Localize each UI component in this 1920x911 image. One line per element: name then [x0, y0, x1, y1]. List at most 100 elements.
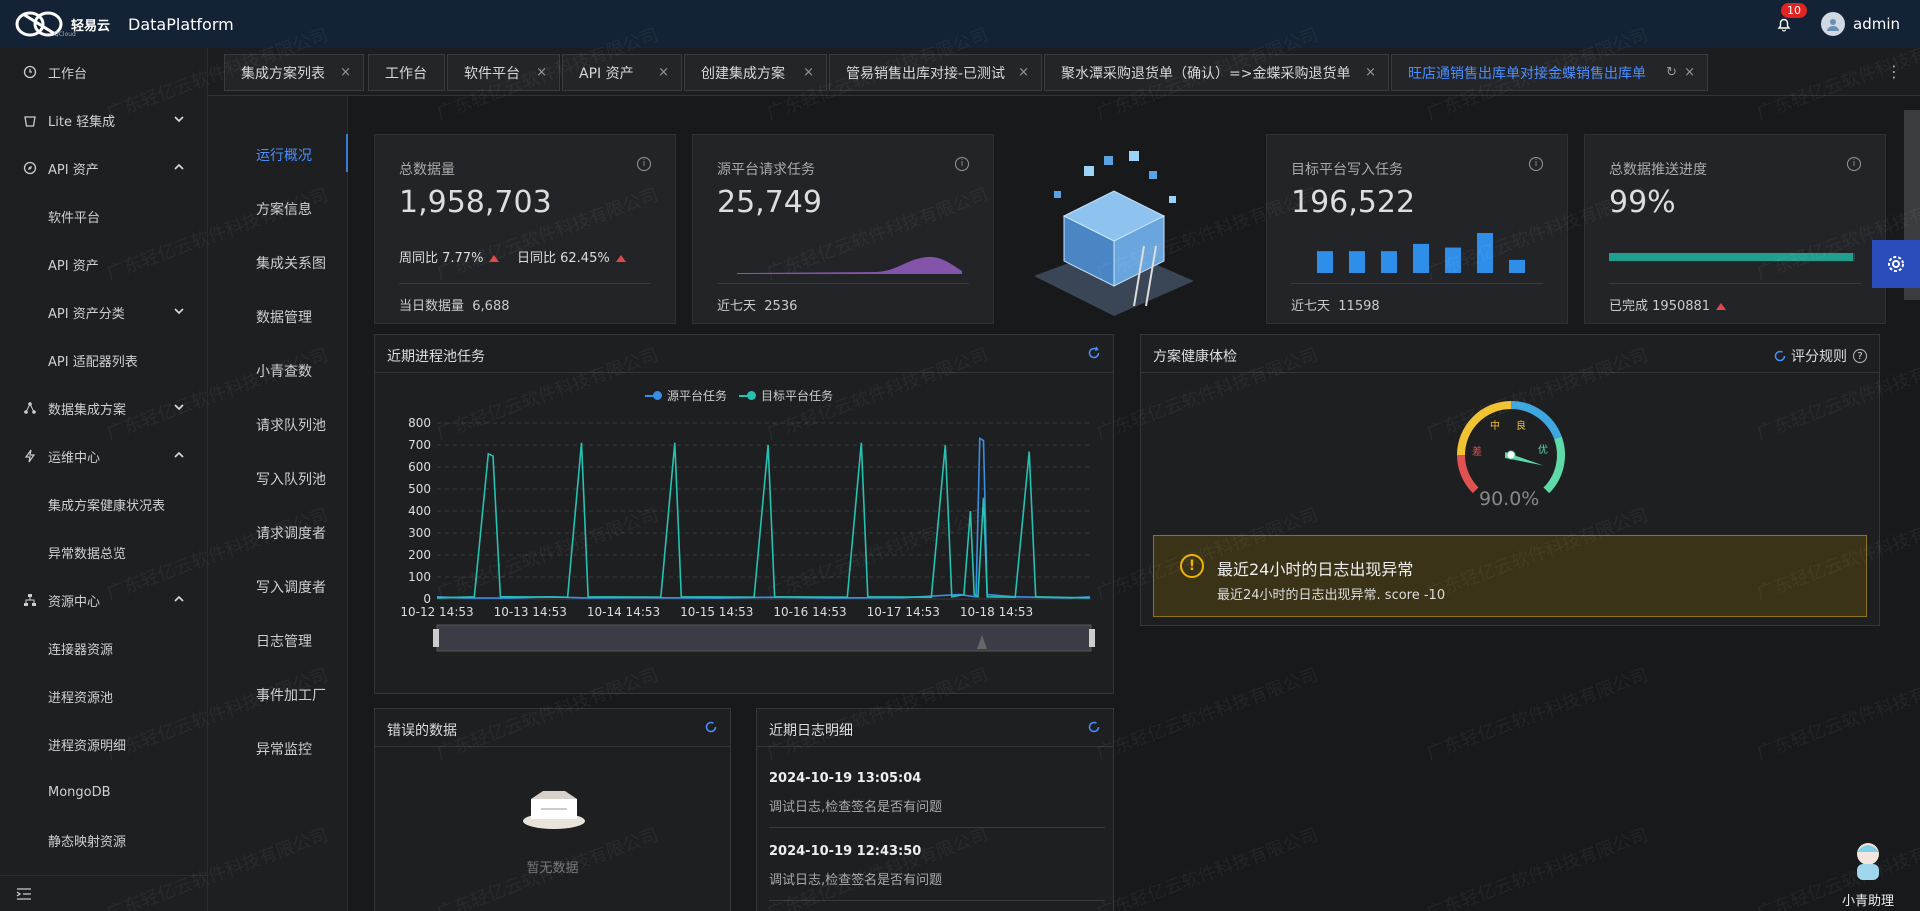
log-entry[interactable]: 2024-10-19 12:43:50 调试日志,检查签名是否有问题 [769, 844, 1105, 901]
sub-nav-item[interactable]: 方案信息 [256, 202, 312, 218]
gear-icon [1888, 256, 1904, 272]
sub-nav-item[interactable]: 异常监控 [256, 742, 312, 758]
sidebar-item-label: API 适配器列表 [48, 354, 138, 370]
score-rule-link[interactable]: 评分规则 ? [1773, 346, 1867, 366]
reload-icon[interactable]: ↻ [1666, 65, 1677, 80]
sub-nav-item[interactable]: 写入队列池 [256, 472, 326, 488]
divider [1609, 283, 1861, 284]
close-icon[interactable]: × [1684, 65, 1695, 80]
username[interactable]: admin [1853, 15, 1900, 33]
avatar[interactable] [1821, 12, 1845, 36]
refresh-icon[interactable] [704, 720, 718, 734]
sidebar-item-label: 数据集成方案 [48, 402, 127, 418]
sub-nav-item[interactable]: 集成关系图 [256, 256, 326, 272]
chevron-down-icon[interactable] [174, 401, 184, 416]
close-icon[interactable]: × [536, 65, 547, 80]
sub-nav-item[interactable]: 日志管理 [256, 634, 312, 650]
today-value: 6,688 [472, 299, 510, 314]
sub-nav-item[interactable]: 运行概况 [256, 148, 312, 164]
refresh-icon[interactable] [1773, 349, 1787, 363]
chevron-up-icon[interactable] [174, 161, 184, 176]
sidebar-item[interactable]: 资源中心 [0, 576, 207, 624]
chevron-down-icon[interactable] [174, 113, 184, 128]
tab[interactable]: 创建集成方案 × [684, 54, 827, 91]
zoom-handle-right[interactable] [1089, 629, 1095, 647]
collapse-sidebar-button[interactable] [0, 875, 208, 911]
close-icon[interactable]: × [340, 65, 351, 80]
tab-label: 工作台 [385, 65, 427, 82]
refresh-icon[interactable] [1087, 720, 1101, 734]
refresh-icon[interactable] [1087, 346, 1101, 360]
sidebar-item[interactable]: 连接器资源 [0, 624, 207, 672]
sidebar-item[interactable]: 软件平台 [0, 192, 207, 240]
info-icon[interactable]: i [955, 157, 969, 171]
close-icon[interactable]: × [803, 65, 814, 80]
sidebar-item[interactable]: 运维中心 [0, 432, 207, 480]
y-tick-label: 300 [408, 526, 431, 540]
week-total: 近七天 2536 [717, 295, 797, 314]
close-icon[interactable]: × [1365, 65, 1376, 80]
chevron-down-icon[interactable] [174, 305, 184, 320]
info-icon[interactable]: i [1529, 157, 1543, 171]
stat-value: 1,958,703 [399, 185, 552, 220]
panel-header [757, 709, 1113, 747]
sidebar-item[interactable]: 集成方案健康状况表 [0, 480, 207, 528]
sidebar-item[interactable]: 数据集成方案 [0, 384, 207, 432]
settings-button[interactable] [1872, 240, 1920, 288]
sidebar-item[interactable]: 静态映射资源 [0, 816, 207, 864]
tab[interactable]: 工作台 [368, 54, 445, 91]
data-zoom-slider[interactable] [436, 624, 1092, 652]
divider [1291, 283, 1543, 284]
sidebar-item[interactable]: 异常数据总览 [0, 528, 207, 576]
sub-nav-item[interactable]: 请求调度者 [256, 526, 326, 542]
tab[interactable]: 聚水潭采购退货单（确认）=>金蝶采购退货单 × [1044, 54, 1389, 91]
sub-nav-item[interactable]: 事件加工厂 [256, 688, 326, 704]
tab[interactable]: API 资产 × [562, 54, 682, 91]
sub-nav-item[interactable]: 写入调度者 [256, 580, 326, 596]
zoom-handle-left[interactable] [433, 629, 439, 647]
chevron-up-icon[interactable] [174, 449, 184, 464]
logo[interactable]: 轻易云 [15, 9, 110, 39]
info-icon[interactable]: i [637, 157, 651, 171]
notification-button[interactable]: 10 [1769, 3, 1807, 39]
sidebar-item[interactable]: 进程资源池 [0, 672, 207, 720]
sidebar-item[interactable]: 进程资源明细 [0, 720, 207, 768]
chevron-up-icon[interactable] [174, 593, 184, 608]
sub-nav-item[interactable]: 请求队列池 [256, 418, 326, 434]
sub-nav-item[interactable]: 小青查数 [256, 364, 312, 380]
sidebar-item[interactable]: API 适配器列表 [0, 336, 207, 384]
assistant-widget[interactable]: 小青助理 [1826, 836, 1910, 909]
sidebar-item[interactable]: API 资产 [0, 144, 207, 192]
log-time: 2024-10-19 12:43:50 [769, 844, 922, 859]
gauge-segment [1510, 401, 1562, 440]
sub-nav-item[interactable]: 数据管理 [256, 310, 312, 326]
done-total: 已完成 1950881 [1609, 295, 1727, 314]
close-icon[interactable]: × [1018, 65, 1029, 80]
sidebar-item[interactable]: 工作台 [0, 48, 207, 96]
help-icon[interactable]: ? [1853, 349, 1867, 363]
top-bar: 轻易云 QCloud DataPlatform 10 admin [0, 0, 1920, 48]
today-volume: 当日数据量 6,688 [399, 295, 510, 314]
tab[interactable]: 软件平台 × [447, 54, 560, 91]
legend-item[interactable]: 源平台任务 [667, 389, 728, 403]
sidebar-item[interactable]: API 资产分类 [0, 288, 207, 336]
sidebar-item-label: 资源中心 [48, 594, 101, 610]
bell-icon [1777, 18, 1791, 32]
more-icon[interactable]: ⋮ [1886, 62, 1902, 81]
tab[interactable]: 管易销售出库对接-已测试 × [829, 54, 1042, 91]
tab[interactable]: 旺店通销售出库单对接金蝶销售出库单 × ↻ [1391, 54, 1708, 91]
sidebar-item-label: API 资产 [48, 162, 99, 178]
y-tick-label: 600 [408, 460, 431, 474]
sidebar-item[interactable]: API 资产 [0, 240, 207, 288]
sidebar: 工作台 Lite 轻集成 API 资产 软件平台 API 资产 API 资产分类 API 适… [0, 48, 208, 911]
tab[interactable]: 集成方案列表 × [224, 54, 364, 91]
sidebar-item[interactable]: Lite 轻集成 [0, 96, 207, 144]
sidebar-item[interactable]: MongoDB [0, 768, 207, 816]
log-text: 调试日志,检查签名是否有问题 [769, 873, 943, 888]
legend-item[interactable]: 目标平台任务 [761, 389, 834, 403]
info-icon[interactable]: i [1847, 157, 1861, 171]
close-icon[interactable]: × [658, 65, 669, 80]
log-entry[interactable]: 2024-10-19 13:05:04 调试日志,检查签名是否有问题 [769, 771, 1105, 828]
sidebar-item-label: 连接器资源 [48, 642, 114, 658]
score-rule-label[interactable]: 评分规则 [1791, 349, 1847, 365]
